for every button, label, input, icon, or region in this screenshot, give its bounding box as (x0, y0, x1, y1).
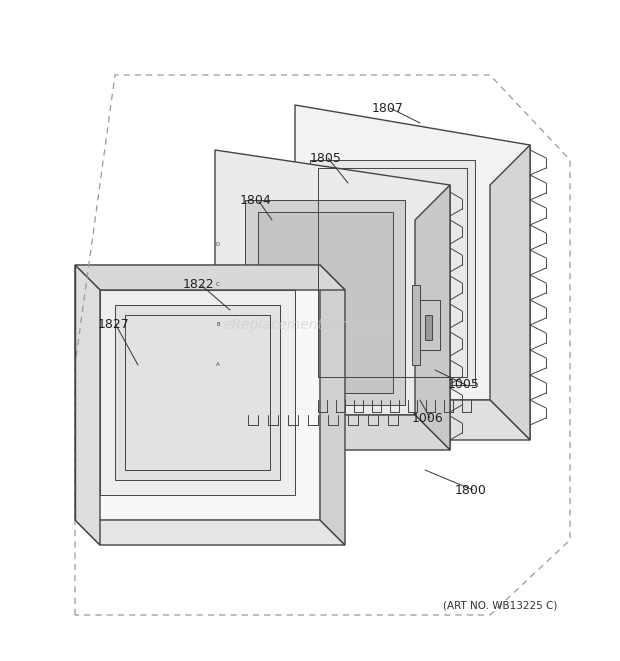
Polygon shape (245, 200, 405, 405)
Polygon shape (115, 305, 280, 480)
Polygon shape (310, 160, 475, 385)
Polygon shape (412, 285, 420, 365)
Polygon shape (215, 415, 450, 450)
Polygon shape (258, 212, 393, 393)
Text: 1006: 1006 (412, 412, 444, 424)
Text: D: D (216, 243, 220, 247)
Polygon shape (490, 145, 530, 440)
Text: 1005: 1005 (448, 379, 480, 391)
Text: 1800: 1800 (455, 483, 487, 496)
Text: 1807: 1807 (372, 102, 404, 114)
Text: B: B (216, 323, 220, 327)
Text: A: A (216, 362, 220, 368)
Text: (ART NO. WB13225 C): (ART NO. WB13225 C) (443, 600, 557, 610)
Text: 1827: 1827 (98, 319, 130, 332)
Polygon shape (320, 265, 345, 545)
Polygon shape (295, 105, 530, 440)
Text: 1804: 1804 (240, 194, 272, 206)
Text: C: C (216, 282, 220, 288)
Polygon shape (75, 265, 345, 290)
Polygon shape (295, 400, 530, 440)
Text: eReplacementParts.com: eReplacementParts.com (223, 318, 392, 332)
Polygon shape (425, 315, 432, 340)
Text: 1805: 1805 (310, 151, 342, 165)
Polygon shape (215, 150, 450, 450)
Polygon shape (415, 185, 450, 450)
Polygon shape (100, 290, 295, 495)
Polygon shape (75, 265, 100, 545)
Polygon shape (75, 520, 345, 545)
Text: 1822: 1822 (183, 278, 215, 292)
Polygon shape (75, 265, 320, 520)
